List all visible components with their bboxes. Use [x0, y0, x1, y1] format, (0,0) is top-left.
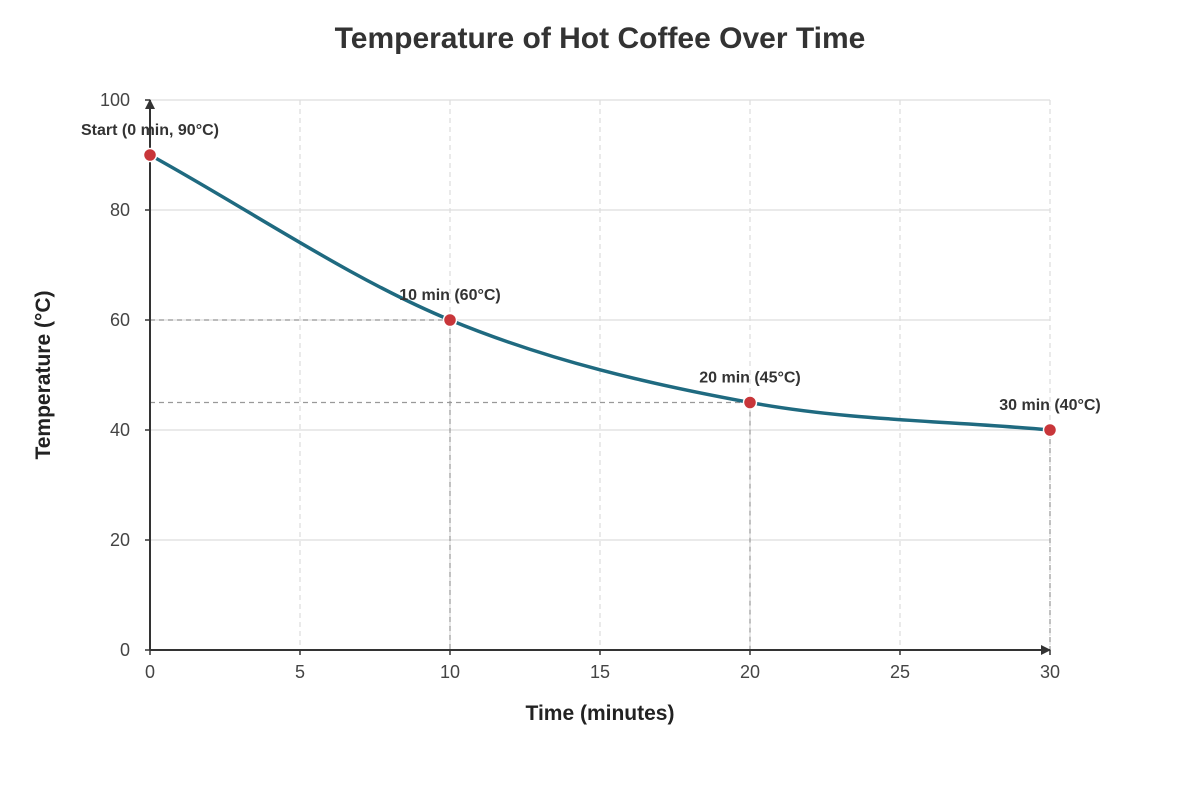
tick-labels: 0 20 40 60 80 100 0 5 10 15 20 25 30	[100, 90, 1060, 682]
series-line	[148, 153, 1052, 432]
y-tick-label: 80	[110, 200, 130, 220]
data-point	[1042, 422, 1058, 438]
guide-lines	[150, 319, 1051, 650]
y-tick-label: 20	[110, 530, 130, 550]
y-tick-label: 40	[110, 420, 130, 440]
x-tick-label: 10	[440, 662, 460, 682]
data-label: 10 min (60°C)	[399, 287, 501, 304]
x-tick-label: 25	[890, 662, 910, 682]
axes	[145, 99, 1051, 655]
x-tick-label: 0	[145, 662, 155, 682]
data-label: 30 min (40°C)	[999, 397, 1101, 414]
x-tick-label: 30	[1040, 662, 1060, 682]
x-tick-label: 20	[740, 662, 760, 682]
temperature-curve	[148, 153, 1052, 432]
data-point	[142, 147, 158, 163]
data-label: Start (0 min, 90°C)	[81, 122, 219, 139]
chart-title: Temperature of Hot Coffee Over Time	[335, 22, 866, 55]
grid	[150, 99, 1051, 650]
x-tick-label: 15	[590, 662, 610, 682]
data-points	[142, 147, 1058, 438]
y-tick-label: 100	[100, 90, 130, 110]
y-tick-label: 0	[120, 640, 130, 660]
y-tick-label: 60	[110, 310, 130, 330]
x-axis-label: Time (minutes)	[526, 702, 675, 725]
y-axis-label: Temperature (°C)	[32, 290, 55, 459]
data-labels: Start (0 min, 90°C) 10 min (60°C) 20 min (…	[81, 122, 1101, 414]
x-tick-label: 5	[295, 662, 305, 682]
data-label: 20 min (45°C)	[699, 370, 801, 387]
data-point	[742, 395, 758, 410]
data-point	[442, 312, 458, 328]
